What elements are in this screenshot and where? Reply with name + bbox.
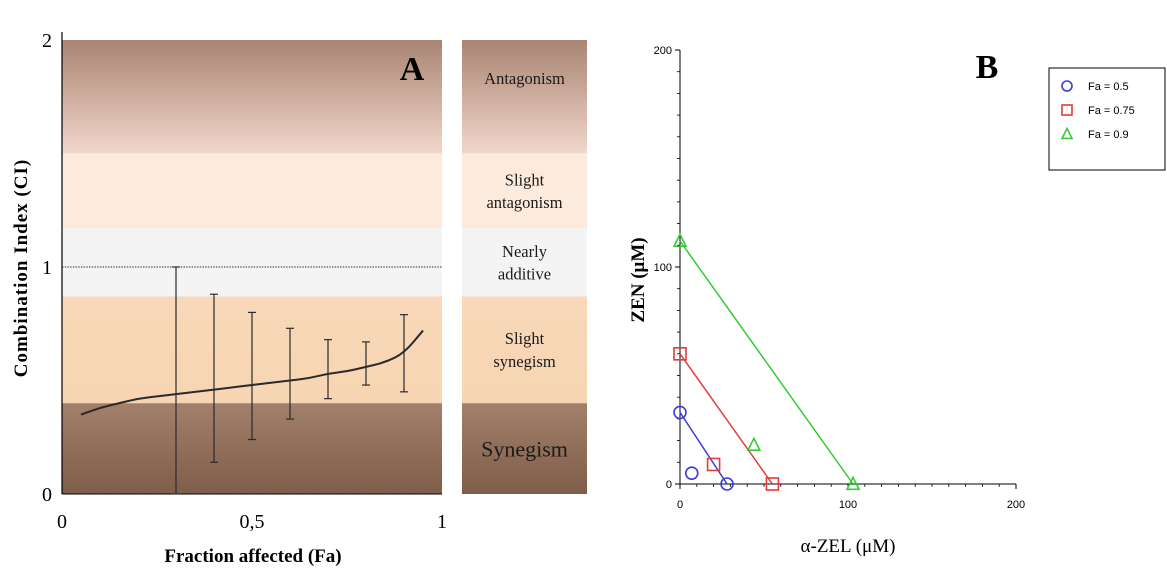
a-y-tick-label: 0 (42, 484, 52, 506)
ci-band (62, 40, 442, 154)
ci-band-strip (462, 228, 587, 297)
b-x-tick-label: 200 (1007, 499, 1025, 511)
a-error-bars (172, 266, 408, 495)
a-x-tick-label: 0 (57, 511, 67, 533)
a-y-axis-label: Combination Index (CI) (11, 159, 32, 377)
a-y-tick-label: 1 (42, 257, 52, 279)
b-x-tick-label: 100 (839, 499, 857, 511)
panel-b: 0 100 200 0 100 200 B α-ZEL (μM) ZEN (μM) Fa … (628, 45, 1166, 557)
ci-band-label: Slight antagonism (486, 170, 562, 212)
square-marker (706, 457, 721, 472)
triangle-marker (845, 475, 861, 491)
b-y-tick-label: 200 (654, 45, 672, 57)
isobologram-points (672, 232, 861, 491)
ci-band-labels: Antagonism Slight antagonism Nearly additive… (462, 40, 587, 494)
triangle-marker (672, 232, 688, 248)
panel-label-a: A (400, 51, 425, 88)
circle-marker (1061, 80, 1073, 92)
a-ticks: 0 1 2 0 0,5 1 (42, 30, 447, 533)
circle-marker (720, 477, 734, 491)
a-x-tick-label: 0,5 (240, 511, 265, 533)
ci-band-label: Antagonism (484, 69, 565, 88)
isobole-line (679, 353, 774, 485)
ci-band (62, 153, 442, 229)
b-x-axis-label: α-ZEL (μM) (801, 536, 896, 557)
legend-entry-label: Fa = 0.75 (1088, 105, 1135, 117)
panel-label-b: B (976, 49, 999, 86)
ci-band-label: Slight synegism (493, 329, 556, 371)
a-x-axis-label: Fraction affected (Fa) (164, 546, 341, 567)
isobole-line (679, 240, 854, 485)
circle-marker (684, 466, 699, 480)
legend-box (1048, 67, 1166, 171)
ci-band-strip (462, 153, 587, 229)
panel-a: Antagonism Slight antagonism Nearly additive… (11, 30, 587, 567)
square-marker (673, 346, 687, 361)
ci-band-strip (462, 296, 587, 404)
b-x-tick-label: 0 (677, 499, 683, 511)
square-marker (1061, 104, 1073, 116)
legend-entry-label: Fa = 0.5 (1088, 81, 1129, 93)
ci-band-strip (462, 40, 587, 154)
b-y-axis-label: ZEN (μM) (628, 237, 649, 322)
legend-entry-label: Fa = 0.9 (1088, 129, 1129, 141)
ci-band-label: Nearly additive (498, 242, 551, 284)
circle-marker (673, 405, 687, 420)
triangle-marker (1060, 126, 1074, 140)
b-y-tick-label: 0 (666, 479, 672, 491)
a-x-tick-label: 1 (437, 511, 447, 533)
legend: Fa = 0.5 Fa = 0.75 Fa = 0.9 (1048, 67, 1166, 171)
a-y-tick-label: 2 (42, 30, 52, 52)
ci-band-label: Synegism (481, 436, 568, 461)
ci-curve (80, 329, 424, 416)
ci-band-strip (462, 403, 587, 494)
square-marker (765, 477, 780, 491)
isobole-line (679, 411, 728, 485)
isobologram-lines (679, 240, 854, 485)
ci-band (62, 228, 442, 297)
b-y-tick-label: 100 (654, 262, 672, 274)
triangle-marker (746, 436, 762, 452)
b-ticks: 0 100 200 0 100 200 (654, 45, 1026, 511)
